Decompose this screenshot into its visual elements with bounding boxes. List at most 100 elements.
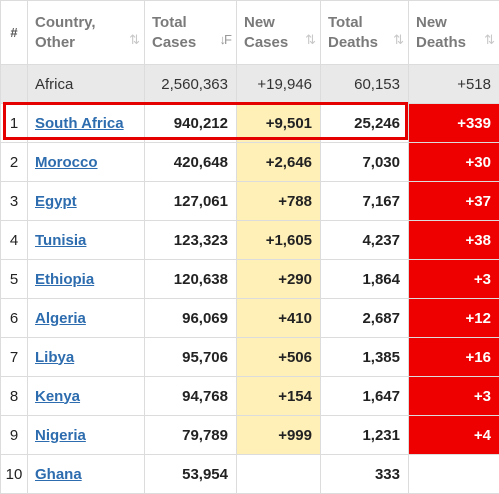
column-header-total-deaths[interactable]: Total Deaths ⇅: [321, 1, 409, 65]
new-deaths-cell: [409, 455, 499, 494]
total-cases-cell: 127,061: [145, 182, 237, 221]
column-header-new-deaths[interactable]: New Deaths ⇅: [409, 1, 499, 65]
country-cell: Libya: [28, 338, 145, 377]
new-deaths-cell: +38: [409, 221, 499, 260]
country-link[interactable]: Algeria: [35, 310, 86, 327]
sort-icon[interactable]: ⇅: [393, 30, 402, 50]
country-cell: Algeria: [28, 299, 145, 338]
new-cases-cell: +788: [237, 182, 321, 221]
new-deaths-cell: +4: [409, 416, 499, 455]
rank-cell: 3: [1, 182, 28, 221]
total-deaths-cell: 1,647: [321, 377, 409, 416]
total-cases-cell: 2,560,363: [145, 65, 237, 104]
country-link[interactable]: Tunisia: [35, 232, 86, 249]
continent-name: Africa: [28, 65, 145, 104]
new-cases-cell: +1,605: [237, 221, 321, 260]
country-link[interactable]: Egypt: [35, 193, 77, 210]
header-row: # Country, Other ⇅ Total Cases ↓F New Ca…: [1, 1, 499, 65]
new-deaths-cell: +3: [409, 260, 499, 299]
column-header-new-deaths-line2: Deaths: [416, 34, 466, 51]
total-cases-cell: 940,212: [145, 104, 237, 143]
total-deaths-cell: 1,864: [321, 260, 409, 299]
column-header-new-cases-line1: New: [244, 14, 275, 31]
column-header-country-line2: Other: [35, 34, 75, 51]
country-cell: Egypt: [28, 182, 145, 221]
total-deaths-cell: 25,246: [321, 104, 409, 143]
sort-icon[interactable]: ⇅: [484, 30, 493, 50]
new-deaths-cell: +339: [409, 104, 499, 143]
country-link[interactable]: Ethiopia: [35, 271, 94, 288]
total-cases-cell: 94,768: [145, 377, 237, 416]
country-link[interactable]: Ghana: [35, 466, 82, 483]
new-deaths-cell: +3: [409, 377, 499, 416]
column-header-rank: #: [1, 1, 28, 65]
country-cell: Nigeria: [28, 416, 145, 455]
rank-cell: 5: [1, 260, 28, 299]
column-header-total-deaths-line1: Total: [328, 14, 363, 31]
total-deaths-cell: 60,153: [321, 65, 409, 104]
new-cases-cell: +290: [237, 260, 321, 299]
total-deaths-cell: 4,237: [321, 221, 409, 260]
rank-cell: 1: [1, 104, 28, 143]
rank-cell: 4: [1, 221, 28, 260]
total-cases-cell: 420,648: [145, 143, 237, 182]
country-cell: South Africa: [28, 104, 145, 143]
total-deaths-cell: 333: [321, 455, 409, 494]
country-cell: Ethiopia: [28, 260, 145, 299]
column-header-total-cases[interactable]: Total Cases ↓F: [145, 1, 237, 65]
total-deaths-cell: 7,030: [321, 143, 409, 182]
column-header-country-line1: Country,: [35, 14, 96, 31]
new-cases-cell: +410: [237, 299, 321, 338]
new-deaths-cell: +16: [409, 338, 499, 377]
new-cases-cell: +9,501: [237, 104, 321, 143]
new-cases-cell: +19,946: [237, 65, 321, 104]
country-cell: Kenya: [28, 377, 145, 416]
new-deaths-cell: +12: [409, 299, 499, 338]
column-header-new-cases[interactable]: New Cases ⇅: [237, 1, 321, 65]
column-header-total-deaths-line2: Deaths: [328, 34, 378, 51]
rank-cell: 9: [1, 416, 28, 455]
new-deaths-cell: +37: [409, 182, 499, 221]
new-cases-cell: +2,646: [237, 143, 321, 182]
sort-icon[interactable]: ⇅: [305, 30, 314, 50]
new-cases-cell: +154: [237, 377, 321, 416]
rank-cell: [1, 65, 28, 104]
continent-total-row: Africa 2,560,363 +19,946 60,153 +518: [1, 65, 499, 104]
total-deaths-cell: 1,231: [321, 416, 409, 455]
rank-cell: 10: [1, 455, 28, 494]
total-cases-cell: 96,069: [145, 299, 237, 338]
country-link[interactable]: Morocco: [35, 154, 98, 171]
total-cases-cell: 95,706: [145, 338, 237, 377]
new-deaths-cell: +518: [409, 65, 499, 104]
country-cell: Morocco: [28, 143, 145, 182]
total-deaths-cell: 2,687: [321, 299, 409, 338]
sort-descending-icon[interactable]: ↓F: [220, 30, 230, 50]
column-header-new-deaths-line1: New: [416, 14, 447, 31]
total-cases-cell: 53,954: [145, 455, 237, 494]
country-link[interactable]: Libya: [35, 349, 74, 366]
column-header-total-cases-line2: Cases: [152, 34, 196, 51]
total-deaths-cell: 1,385: [321, 338, 409, 377]
country-link[interactable]: Kenya: [35, 388, 80, 405]
new-deaths-cell: +30: [409, 143, 499, 182]
column-header-country[interactable]: Country, Other ⇅: [28, 1, 145, 65]
column-header-new-cases-line2: Cases: [244, 34, 288, 51]
total-cases-cell: 120,638: [145, 260, 237, 299]
rank-cell: 2: [1, 143, 28, 182]
rank-cell: 7: [1, 338, 28, 377]
new-cases-cell: +999: [237, 416, 321, 455]
rank-cell: 6: [1, 299, 28, 338]
sort-icon[interactable]: ⇅: [129, 30, 138, 50]
new-cases-cell: [237, 455, 321, 494]
column-header-total-cases-line1: Total: [152, 14, 187, 31]
country-link[interactable]: Nigeria: [35, 427, 86, 444]
country-link[interactable]: South Africa: [35, 115, 124, 132]
